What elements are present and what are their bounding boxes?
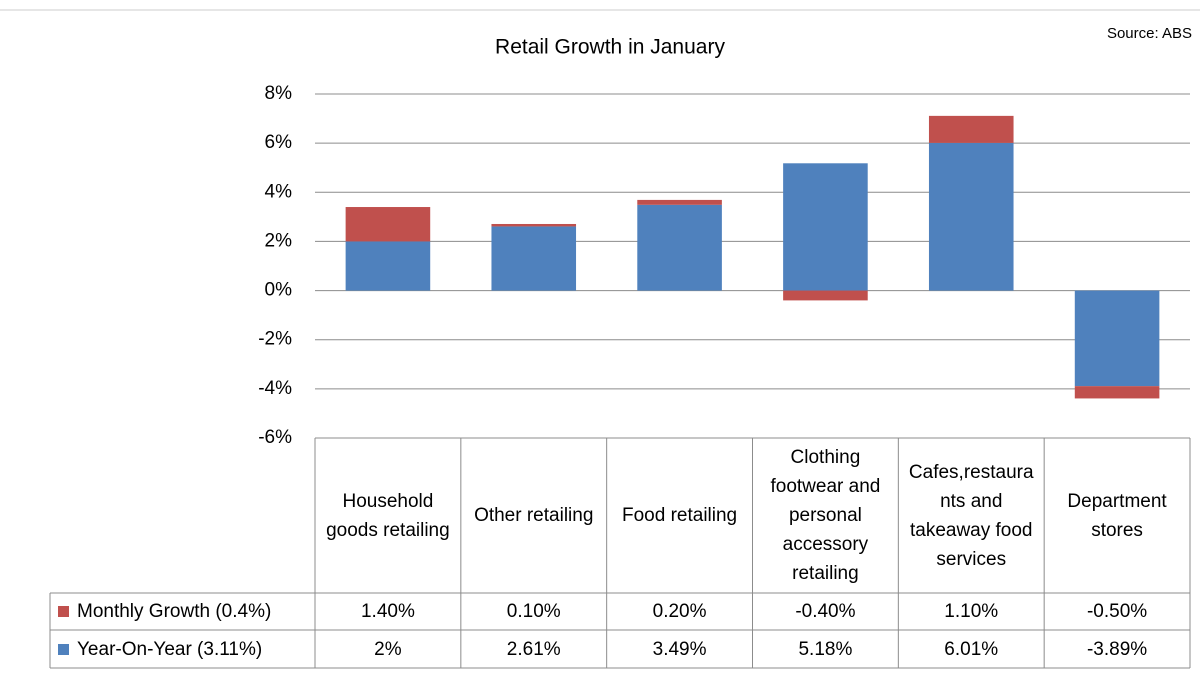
bar-segment [1074, 386, 1160, 399]
table-value: 1.10% [944, 601, 999, 622]
bar-segment [491, 223, 577, 227]
legend-label: Monthly Growth (0.4%) [77, 601, 272, 622]
y-tick-label: -6% [258, 427, 292, 448]
table-value: -0.50% [1086, 601, 1148, 622]
category-label: Household goods retailing [326, 490, 450, 541]
bar-segment [637, 199, 722, 205]
legend-swatch [58, 643, 69, 655]
y-tick-label: -2% [258, 329, 292, 350]
table-value: 2.61% [506, 638, 561, 660]
bar-segment [345, 241, 431, 291]
bar-segment [783, 290, 868, 301]
y-tick-label: 6% [265, 132, 293, 153]
table-value: -0.40% [795, 601, 856, 622]
bar-segment [1074, 290, 1160, 387]
table-value: 6.01% [944, 638, 999, 660]
table-value: 3.49% [652, 638, 707, 660]
y-tick-label: 8% [265, 83, 293, 104]
bar-segment [783, 163, 868, 291]
y-tick-label: 0% [265, 280, 293, 301]
source: Source: ABS [1107, 25, 1192, 42]
chart-title: Retail Growth in January [495, 36, 725, 59]
category-label: Other retailing [474, 505, 594, 526]
legend-label: Year-On-Year (3.11%) [77, 638, 263, 660]
category-label: Food retailing [622, 505, 738, 526]
bar-segment [491, 226, 577, 291]
bar-segment [928, 142, 1014, 291]
y-tick-label: -4% [258, 378, 292, 399]
bar-segment [637, 204, 722, 291]
table-value: 0.10% [506, 601, 561, 622]
category-label: Department stores [1067, 490, 1167, 541]
table-value: 5.18% [798, 638, 853, 660]
legend-swatch [58, 606, 69, 617]
table-value: 0.20% [652, 601, 707, 622]
bar-segment [345, 207, 431, 242]
legend-entry: Year-On-Year (3.11%) [50, 630, 315, 668]
table-value: 2% [374, 638, 402, 660]
category-label: Cafes,restaurants and takeaway food serv… [908, 461, 1034, 570]
table-value: -3.89% [1086, 638, 1148, 660]
y-tick-label: 4% [265, 181, 293, 202]
y-tick-label: 2% [265, 230, 293, 251]
legend-entry: Monthly Growth (0.4%) [50, 593, 315, 630]
category-label: Clothing footwear and personal accessory… [770, 447, 881, 584]
table-value: 1.40% [360, 601, 415, 622]
bar-segment [928, 115, 1014, 143]
